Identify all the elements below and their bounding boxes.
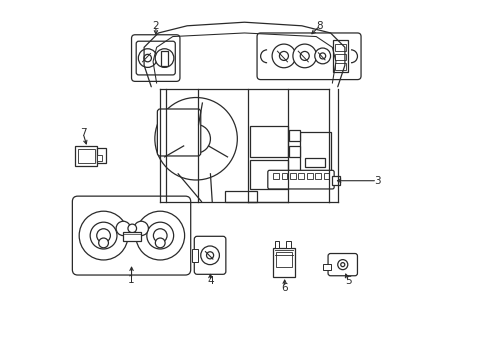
Circle shape [300,51,308,60]
Bar [78,149,94,163]
Circle shape [155,98,237,180]
Bar [97,148,106,163]
Circle shape [79,211,128,260]
Text: 4: 4 [207,276,213,286]
Bar [315,173,320,179]
Circle shape [155,238,165,248]
FancyBboxPatch shape [136,41,175,75]
Circle shape [143,54,151,62]
Circle shape [134,221,148,235]
Circle shape [136,211,184,260]
Bar [286,241,290,248]
FancyBboxPatch shape [327,253,357,276]
Bar [161,51,168,66]
Circle shape [206,252,213,259]
Bar [289,146,300,157]
Circle shape [201,246,219,265]
Circle shape [128,224,136,233]
Bar [75,146,97,166]
Bar [332,176,339,185]
Bar [273,248,294,277]
Circle shape [340,263,344,267]
Circle shape [271,44,295,68]
Bar [249,160,287,189]
Circle shape [319,53,325,59]
Bar [333,40,347,72]
Bar [335,44,346,51]
Bar [335,54,346,60]
Circle shape [279,51,288,60]
Bar [249,126,287,157]
Bar [123,232,141,241]
Text: 1: 1 [128,275,135,285]
FancyBboxPatch shape [194,236,225,274]
Circle shape [155,49,174,67]
Bar [192,249,198,262]
Bar [323,173,329,179]
Bar [289,173,295,179]
Circle shape [292,44,316,68]
Bar [298,173,304,179]
Bar [335,63,346,69]
Circle shape [314,48,330,64]
FancyBboxPatch shape [257,33,360,80]
Text: 2: 2 [152,21,159,31]
Circle shape [153,229,167,242]
Bar [224,191,257,202]
FancyBboxPatch shape [157,109,201,156]
Bar [289,130,300,140]
Circle shape [97,229,110,242]
Bar [97,154,102,161]
Circle shape [116,221,130,235]
Bar [274,241,279,248]
Bar [275,252,292,267]
Text: 7: 7 [80,129,86,138]
FancyBboxPatch shape [267,170,333,189]
Circle shape [146,222,173,249]
Bar [300,132,330,178]
FancyBboxPatch shape [131,35,180,81]
Text: 3: 3 [373,176,380,186]
Bar [281,173,287,179]
Text: 8: 8 [316,21,323,31]
Circle shape [182,125,210,153]
Text: 6: 6 [281,283,287,293]
Bar [306,173,312,179]
Bar [305,158,325,167]
Bar [273,173,278,179]
Circle shape [99,238,108,248]
Circle shape [90,222,117,249]
Circle shape [138,49,157,67]
Text: 5: 5 [345,276,351,286]
FancyBboxPatch shape [72,196,190,275]
Circle shape [337,260,347,270]
Bar [323,264,330,270]
